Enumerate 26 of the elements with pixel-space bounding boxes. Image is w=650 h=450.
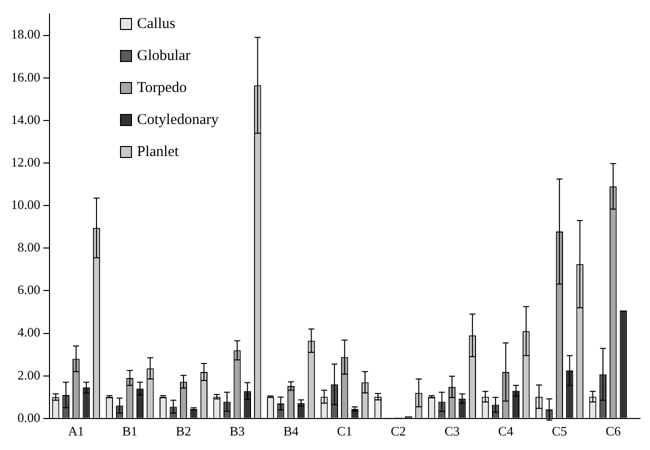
y-tick-label: 2.00 xyxy=(18,367,40,382)
x-tick-label: A1 xyxy=(68,424,84,439)
legend-label: Callus xyxy=(136,14,176,34)
x-tick-label: C6 xyxy=(606,424,622,439)
x-tick-label: C3 xyxy=(444,424,460,439)
x-tick-label: B2 xyxy=(176,424,192,439)
y-tick-label: 16.00 xyxy=(11,69,40,84)
x-tick-label: C2 xyxy=(390,424,406,439)
y-tick-label: 10.00 xyxy=(11,196,40,212)
x-tick-label: C1 xyxy=(337,424,352,439)
x-tick-label: B4 xyxy=(283,424,300,439)
legend-label: Torpedo xyxy=(136,78,188,98)
x-tick-label: C4 xyxy=(498,424,514,439)
y-tick-label: 18.00 xyxy=(11,26,40,42)
y-tick-label: 8.00 xyxy=(18,240,40,255)
legend-label: Globular xyxy=(136,46,192,66)
y-tick-label: 6.00 xyxy=(18,282,40,298)
y-tick-label: 14.00 xyxy=(11,112,40,127)
legend-label: Cotyledonary xyxy=(136,110,219,130)
x-tick-label: B3 xyxy=(230,424,245,439)
x-tick-label: C5 xyxy=(552,424,568,439)
legend-label: Planlet xyxy=(136,142,180,162)
y-tick-label: 0.00 xyxy=(18,410,40,425)
y-tick-label: 4.00 xyxy=(18,324,40,340)
x-tick-label: B1 xyxy=(122,424,138,439)
y-tick-label: 12.00 xyxy=(11,154,40,170)
